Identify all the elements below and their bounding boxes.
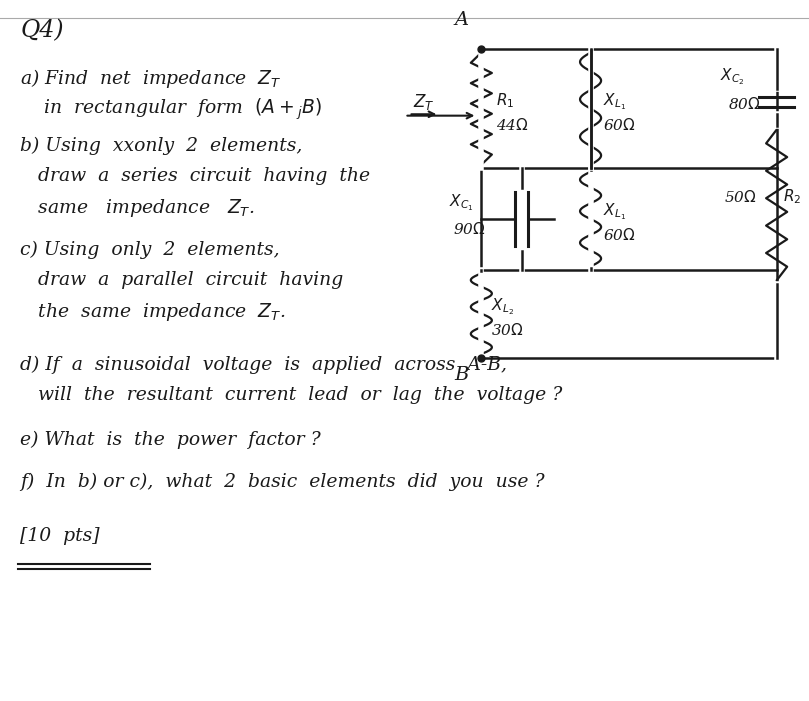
- Text: [10  pts]: [10 pts]: [20, 527, 100, 545]
- Text: $R_1$: $R_1$: [496, 91, 515, 110]
- Text: B: B: [454, 366, 468, 384]
- Text: $X_{C_1}$: $X_{C_1}$: [449, 193, 473, 213]
- Text: draw  a  parallel  circuit  having: draw a parallel circuit having: [20, 271, 344, 289]
- Text: same   impedance   $Z_T$.: same impedance $Z_T$.: [20, 197, 255, 219]
- Text: b) Using  xxonly  2  elements,: b) Using xxonly 2 elements,: [20, 137, 303, 155]
- Text: 60$\Omega$: 60$\Omega$: [603, 227, 635, 243]
- Text: a) Find  net  impedance  $Z_T$: a) Find net impedance $Z_T$: [20, 67, 282, 90]
- Text: 60$\Omega$: 60$\Omega$: [603, 116, 635, 132]
- Text: f)  In  b) or c),  what  2  basic  elements  did  you  use ?: f) In b) or c), what 2 basic elements di…: [20, 473, 544, 491]
- Text: in  rectangular  form  $(A+_jB)$: in rectangular form $(A+_jB)$: [20, 96, 323, 121]
- Text: e) What  is  the  power  factor ?: e) What is the power factor ?: [20, 431, 321, 449]
- Text: Q4): Q4): [20, 20, 64, 43]
- Text: 50$\Omega$: 50$\Omega$: [724, 189, 756, 205]
- Text: $X_{L_1}$: $X_{L_1}$: [603, 202, 626, 222]
- Text: $Z_T$: $Z_T$: [413, 92, 434, 112]
- Text: the  same  impedance  $Z_T$.: the same impedance $Z_T$.: [20, 301, 286, 322]
- Text: will  the  resultant  current  lead  or  lag  the  voltage ?: will the resultant current lead or lag t…: [20, 386, 562, 404]
- Text: 44$\Omega$: 44$\Omega$: [496, 116, 528, 132]
- Text: $X_{L_2}$: $X_{L_2}$: [491, 297, 514, 317]
- Text: $X_{L_1}$: $X_{L_1}$: [603, 91, 626, 111]
- Text: c) Using  only  2  elements,: c) Using only 2 elements,: [20, 240, 280, 259]
- Text: d) If  a  sinusoidal  voltage  is  applied  across  A-B,: d) If a sinusoidal voltage is applied ac…: [20, 355, 507, 374]
- Text: $R_2$: $R_2$: [783, 188, 802, 206]
- Text: 90$\Omega$: 90$\Omega$: [453, 222, 485, 238]
- Text: $X_{C_2}$: $X_{C_2}$: [720, 67, 744, 87]
- Text: draw  a  series  circuit  having  the: draw a series circuit having the: [20, 167, 371, 185]
- Text: 30$\Omega$: 30$\Omega$: [491, 322, 523, 338]
- Text: A: A: [454, 11, 468, 29]
- Text: 80$\Omega$: 80$\Omega$: [728, 95, 760, 111]
